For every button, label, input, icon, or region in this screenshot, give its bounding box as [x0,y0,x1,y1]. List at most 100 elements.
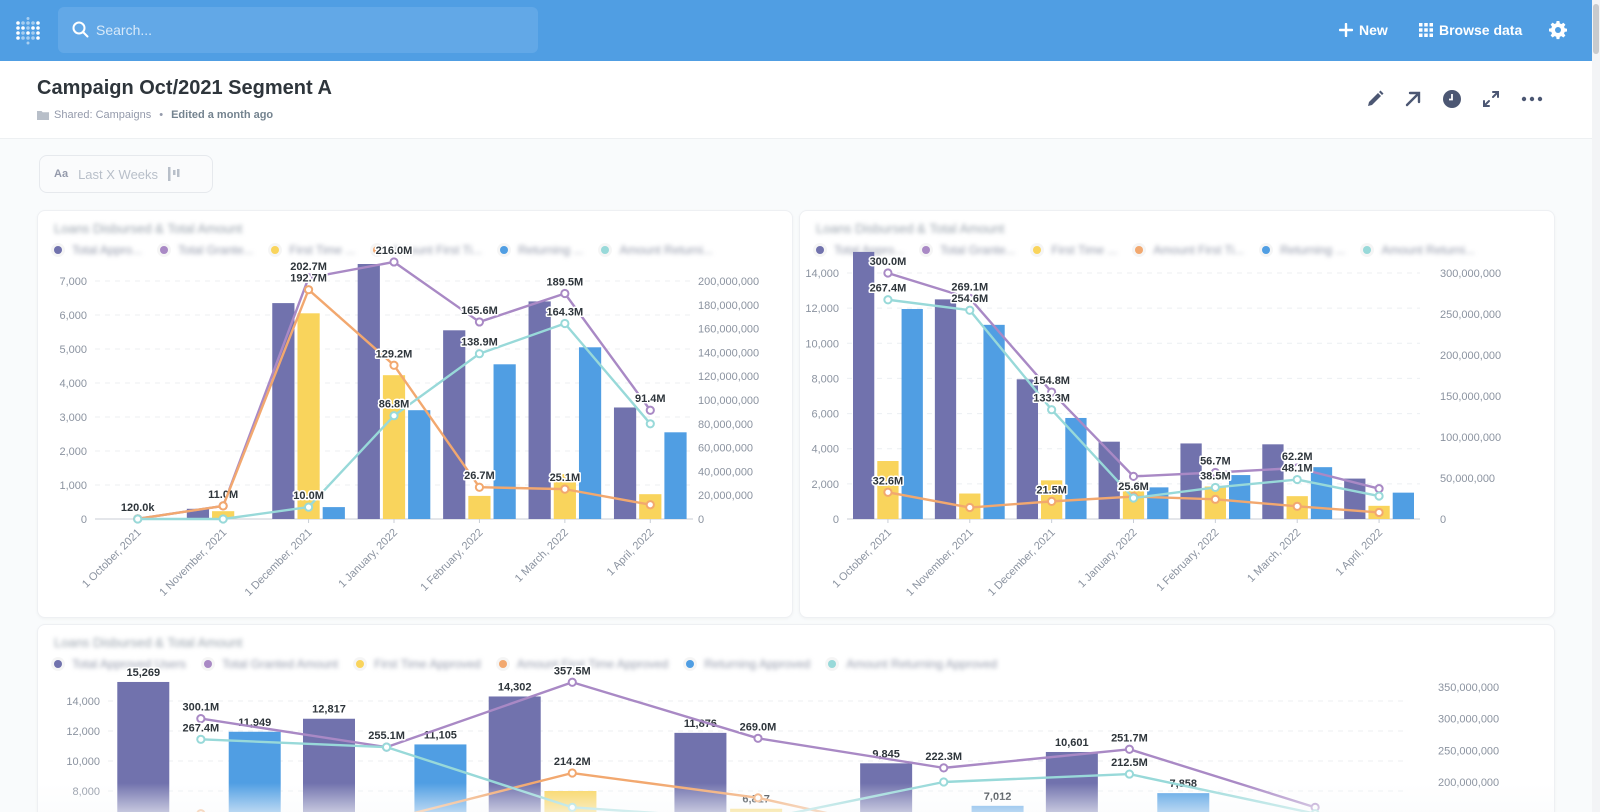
legend-item[interactable]: Total Grante... [922,243,1015,257]
line-point [883,487,893,497]
share-arrow-icon[interactable] [1402,88,1424,110]
y-left-tick-label: 12,000 [66,726,100,738]
legend-item[interactable]: Total Appro... [816,243,904,257]
line-point [567,677,577,687]
line-point [1374,491,1384,501]
bar [1392,492,1414,519]
chart-card-1[interactable]: Loans Disbursed & Total Amount Total App… [37,210,793,618]
browse-data-button[interactable]: Browse data [1419,18,1522,42]
combo-chart-2: 0 2,000 4,000 6,000 8,000 10,000 12,000 14,000 0… [805,251,1501,599]
x-tick-label: 1 December, 2021 [243,527,315,599]
bar [117,681,170,812]
line-point [753,733,763,743]
search-input[interactable] [96,19,516,41]
legend-item[interactable]: First Time ... [1033,243,1117,257]
line-point [567,802,577,812]
clock-icon[interactable] [1441,88,1463,110]
line-point [939,777,949,787]
y-right-tick-label: 40,000,000 [698,466,753,478]
legend-item[interactable]: Returning Approved [686,657,810,671]
chart-card-3[interactable]: Loans Disbursed & Total Amount Total App… [37,624,1555,812]
y-right-tick-label: 200,000,000 [1440,350,1501,362]
line-point [1374,507,1384,518]
line-point [560,318,570,329]
legend-item[interactable]: First Time Approved [356,657,481,671]
line-point [381,742,392,752]
y-right-tick-label: 250,000,000 [1440,309,1501,321]
line-data-label: 129.2M [376,348,413,360]
browse-data-label: Browse data [1439,22,1523,38]
legend-item[interactable]: Total Appro... [54,243,142,257]
more-icon[interactable] [1520,88,1544,110]
field-column-icon [168,167,180,181]
y-left-tick-label: 1,000 [59,480,87,492]
bar [1045,751,1098,812]
line-data-label: 255.1M [368,730,405,742]
line-point [1292,501,1302,511]
bar [860,763,913,812]
bars [186,264,687,519]
chart-title[interactable]: Loans Disbursed & Total Amount [54,635,243,650]
line-data-label: 48.1M [1282,463,1313,475]
line-data-label: 165.6M [461,305,498,317]
legend-item[interactable]: Amount Returni... [601,243,713,257]
x-tick-label: 1 January, 2022 [1076,527,1140,591]
bar [382,375,406,519]
grid-icon [1419,23,1433,37]
new-button[interactable]: New [1339,18,1388,42]
gear-icon[interactable] [1548,20,1568,40]
bar [303,718,355,812]
line-data-label: 120.0k [121,502,156,514]
bar [1344,478,1366,519]
line-data-label: 212.5M [1111,757,1148,769]
legend-item[interactable]: Amount Returni... [1363,243,1475,257]
line-data-label: 26.7M [464,470,495,482]
legend-item[interactable]: Total Grante... [160,243,253,257]
line-point [1047,387,1057,397]
x-tick-label: 1 February, 2022 [1154,527,1221,594]
expand-icon[interactable] [1480,88,1502,110]
lines: 120.0k 11.0M 202.7M 216.0M 165.6M 189.5M 91.4M… [119,243,667,524]
line-point [965,305,975,315]
search-icon [72,21,89,38]
search-bar[interactable] [58,7,538,53]
x-tick-label: 1 April, 2022 [1333,527,1385,579]
chart-title[interactable]: Loans Disbursed & Total Amount [816,221,1005,236]
legend-item[interactable]: Amount First Time Approved [498,657,668,671]
legend-item[interactable]: Returning ... [1262,243,1345,257]
bar [1157,793,1210,812]
x-tick-label: 1 March, 2022 [513,527,571,585]
last-x-weeks-filter[interactable]: Aa Last X Weeks [39,155,213,193]
legend-item[interactable]: Amount First Ti... [1135,243,1244,257]
page-scrollbar[interactable] [1592,0,1600,812]
bar [578,347,602,519]
chart-card-2[interactable]: Loans Disbursed & Total Amount Total App… [799,210,1555,618]
legend-item[interactable]: First Time ... [271,243,355,257]
y-left-tick-label: 4,000 [59,378,87,390]
collection-link[interactable]: Shared: Campaigns [54,109,152,121]
line-point [883,268,893,278]
metabase-logo-icon[interactable] [14,17,42,45]
legend-item[interactable]: Amount Returning Approved [828,657,997,671]
y-right-tick-label: 120,000,000 [698,371,759,383]
last-edited[interactable]: Edited a month ago [171,109,274,121]
chart-title[interactable]: Loans Disbursed & Total Amount [54,221,243,236]
bar [528,301,551,519]
combo-chart-3: 8,000 10,000 12,000 14,000 200,000,000 250,00… [66,664,1499,812]
scrollbar-thumb[interactable] [1593,4,1599,54]
line-data-label: 91.4M [635,393,666,405]
line-data-label: 189.5M [547,276,584,288]
y-right-tick-label: 300,000,000 [1438,714,1499,726]
bar [1228,475,1251,519]
legend-item[interactable]: Returning ... [500,243,583,257]
dashboard-header: Campaign Oct/2021 Segment A Shared: Camp… [0,61,1592,139]
legend-item[interactable]: Total Approved Users [54,657,186,671]
legend-item[interactable]: Amount First Ti... [373,243,482,257]
legend-item[interactable]: Total Granted Amount [204,657,338,671]
pencil-icon[interactable] [1364,88,1386,110]
chart-legend: Total Approved Users Total Granted Amoun… [54,657,997,671]
x-tick-label: 1 November, 2021 [904,527,976,599]
line-data-label: 32.6M [873,475,904,487]
folder-icon [37,111,49,120]
